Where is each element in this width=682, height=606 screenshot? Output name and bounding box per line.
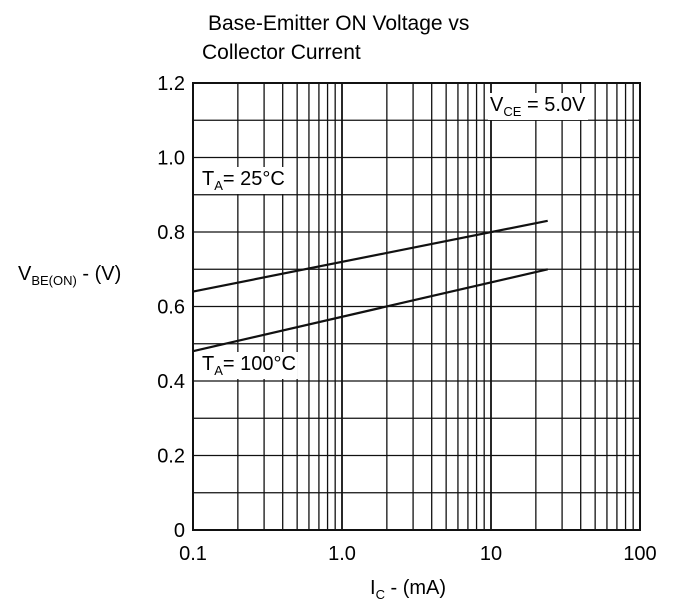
series-lines bbox=[192, 219, 548, 353]
x-tick-label: 100 bbox=[623, 543, 656, 565]
y-tick-label: 0.2 bbox=[157, 446, 185, 468]
annotation-text: TA= 100°C bbox=[202, 353, 296, 378]
x-tick-label: 10 bbox=[480, 543, 502, 565]
series-line-ta-100c bbox=[192, 268, 548, 353]
y-tick-label: 1.0 bbox=[157, 148, 185, 170]
annotation-subscript: A bbox=[214, 178, 223, 193]
y-tick-label: 0.8 bbox=[157, 222, 185, 244]
x-axis-label-subscript: C bbox=[376, 587, 385, 602]
plot-frame bbox=[192, 82, 641, 531]
x-axis-label-main: I bbox=[370, 577, 376, 599]
y-axis-label-subscript: BE(ON) bbox=[31, 273, 77, 288]
y-tick-label: 1.2 bbox=[157, 73, 185, 95]
annotation-value: = 5.0V bbox=[521, 94, 586, 116]
y-axis-label-unit: - (V) bbox=[77, 263, 121, 285]
chart-title-line-2: Collector Current bbox=[202, 41, 361, 64]
annotation-background bbox=[488, 93, 589, 120]
x-axis-label: IC - (mA) bbox=[370, 577, 446, 602]
y-tick-labels: 0 0.2 0.4 0.6 0.8 1.0 1.2 bbox=[157, 73, 185, 542]
chart-title-line-1: Base-Emitter ON Voltage vs bbox=[208, 12, 469, 35]
series-line-ta-25c bbox=[192, 219, 548, 293]
chart-title: Base-Emitter ON Voltage vs Collector Cur… bbox=[202, 12, 469, 64]
annotation-value: = 25°C bbox=[223, 168, 285, 190]
annotation-vce: VCE = 5.0V bbox=[488, 93, 589, 120]
annotation-main: T bbox=[202, 353, 214, 375]
annotation-ta25: TA= 25°C bbox=[200, 167, 287, 194]
annotation-text: TA= 25°C bbox=[202, 168, 285, 193]
x-tick-labels: 0.1 1.0 10 100 bbox=[179, 543, 657, 565]
grid bbox=[192, 82, 641, 531]
y-tick-label: 0 bbox=[174, 520, 185, 542]
annotation-main: V bbox=[490, 94, 504, 116]
x-tick-label: 0.1 bbox=[179, 543, 207, 565]
annotation-background bbox=[200, 352, 298, 379]
y-tick-label: 0.6 bbox=[157, 297, 185, 319]
y-tick-label: 0.4 bbox=[157, 371, 185, 393]
x-tick-label: 1.0 bbox=[328, 543, 356, 565]
annotation-subscript: A bbox=[214, 363, 223, 378]
annotation-text: VCE = 5.0V bbox=[490, 94, 586, 119]
y-axis-label: VBE(ON) - (V) bbox=[18, 263, 121, 288]
x-axis-label-unit: - (mA) bbox=[385, 577, 446, 599]
annotation-value: = 100°C bbox=[223, 353, 296, 375]
y-axis-label-main: V bbox=[18, 263, 32, 285]
annotation-background bbox=[200, 167, 287, 194]
annotation-main: T bbox=[202, 168, 214, 190]
annotation-subscript: CE bbox=[503, 104, 521, 119]
annotation-ta100: TA= 100°C bbox=[200, 352, 298, 379]
